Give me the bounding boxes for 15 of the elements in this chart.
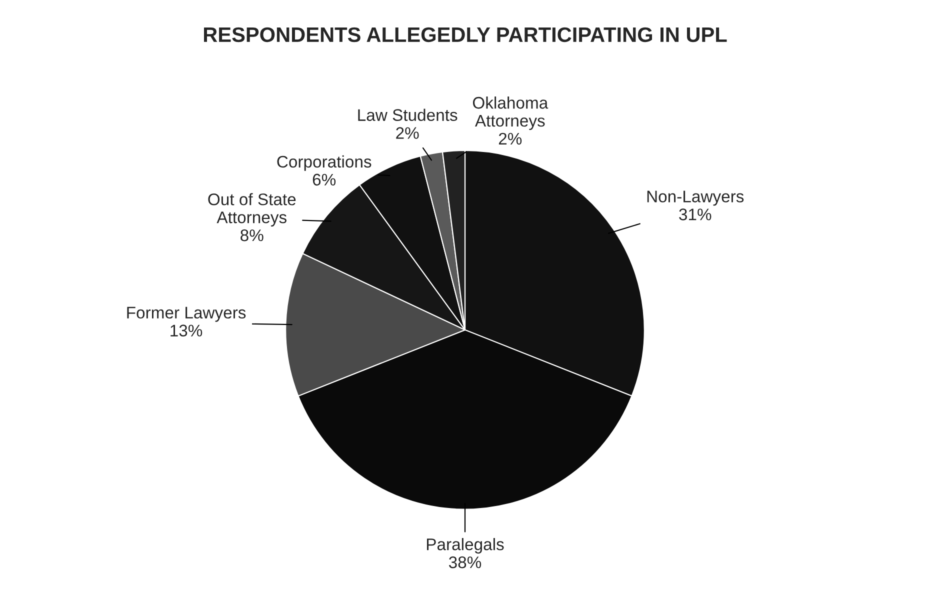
data-label: 2% [498,132,522,145]
data-label: 13% [170,324,202,336]
slice-label: Out of State Attorneys [208,193,296,227]
data-label: 38% [448,556,482,568]
data-label: 2% [396,127,419,139]
slice-label: Non-Lawyers [647,190,744,206]
chart-title: RESPONDENTS ALLEGEDLY PARTICIPATING IN UPL [204,27,727,42]
slice-label: Former Lawyers [127,306,246,322]
slice-label: Law Students [358,108,458,121]
data-label: 31% [679,208,712,220]
data-label: 8% [240,229,264,242]
slice-label: Corporations [277,155,372,171]
data-label: 6% [312,174,336,186]
slice-label: Paralegals [426,538,504,554]
slice-label: Oklahoma Attorneys [472,96,548,130]
